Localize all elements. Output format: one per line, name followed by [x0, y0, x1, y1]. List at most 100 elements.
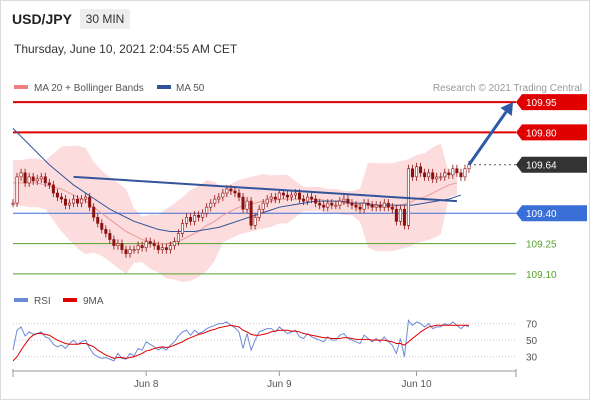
legend-ma50-swatch	[157, 85, 171, 89]
candle-body	[164, 247, 168, 250]
candle-body	[281, 192, 285, 196]
candle-body	[172, 241, 176, 246]
candle-body	[261, 202, 265, 210]
candle-body	[185, 216, 189, 224]
candle-body	[431, 172, 435, 180]
candle-body	[249, 200, 253, 226]
candle-body	[330, 202, 334, 206]
candle-body	[128, 249, 132, 254]
candle-body	[124, 249, 128, 254]
candle-body	[463, 168, 467, 178]
candle-body	[140, 245, 144, 248]
level-label-resistance: 109.80	[526, 128, 557, 139]
candle-body	[225, 188, 229, 194]
candle-body	[116, 243, 120, 246]
candle-body	[201, 212, 205, 218]
candle-body	[55, 192, 59, 198]
candle-body	[350, 202, 354, 206]
candle-body	[47, 182, 51, 186]
legend-rsi-ma-label: 9MA	[83, 296, 104, 307]
candle-body	[293, 192, 297, 196]
candle-body	[241, 196, 245, 210]
candle-body	[358, 206, 362, 210]
symbol-title: USD/JPY	[12, 11, 72, 27]
level-tag-support	[516, 205, 587, 222]
level-label-resistance: 109.95	[526, 98, 557, 109]
candle-body	[423, 172, 427, 178]
candle-body	[31, 176, 35, 182]
candle-body	[51, 184, 55, 194]
candle-body	[354, 204, 358, 208]
candle-body	[19, 172, 23, 178]
candle-body	[148, 241, 152, 244]
candle-body	[285, 194, 289, 198]
candle-body	[136, 245, 140, 250]
level-label-last: 109.64	[526, 161, 557, 172]
rsi-tick-label: 30	[526, 353, 538, 364]
bollinger-band	[13, 143, 457, 282]
candle-body	[362, 202, 366, 210]
candle-body	[277, 192, 281, 200]
candle-body	[205, 206, 209, 214]
candle-body	[382, 202, 386, 208]
candle-body	[415, 166, 419, 178]
candle-body	[310, 196, 314, 200]
candle-body	[390, 206, 394, 210]
candle-body	[72, 198, 76, 204]
candle-body	[80, 198, 84, 204]
candle-body	[338, 200, 342, 206]
candle-body	[63, 198, 67, 206]
candle-body	[43, 176, 47, 184]
candle-body	[451, 168, 455, 176]
legend-rsi-swatch	[14, 298, 28, 302]
candle-body	[213, 198, 217, 204]
candle-body	[233, 190, 237, 194]
candle-body	[298, 192, 302, 200]
candle-body	[88, 196, 92, 208]
candle-body	[100, 223, 104, 230]
candle-body	[322, 204, 326, 208]
forecast-arrow	[467, 111, 508, 166]
candle-body	[112, 239, 116, 246]
candle-body	[59, 196, 63, 200]
legend-ma20-label: MA 20 + Bollinger Bands	[34, 83, 144, 94]
level-tag-resistance	[516, 124, 587, 141]
candle-body	[467, 164, 471, 170]
candle-body	[370, 204, 374, 208]
candle-body	[23, 172, 27, 184]
candle-body	[168, 245, 172, 250]
candle-body	[108, 233, 112, 240]
candle-body	[27, 176, 31, 184]
candle-body	[209, 202, 213, 208]
candle-body	[314, 198, 318, 204]
chart-datetime: Thursday, June 10, 2021 2:04:55 AM CET	[14, 42, 238, 56]
legend-rsi-label: RSI	[34, 296, 51, 307]
timeframe-button[interactable]: 30 MIN	[80, 9, 130, 29]
candle-body	[269, 196, 273, 200]
candle-body	[104, 229, 108, 234]
legend-rsi-ma-swatch	[63, 298, 77, 302]
candle-body	[398, 208, 402, 222]
candle-body	[92, 206, 96, 218]
level-label-support: 109.40	[526, 209, 557, 220]
candle-body	[84, 196, 88, 200]
candle-body	[435, 176, 439, 180]
legend-ma20-swatch	[14, 85, 28, 89]
candle-body	[253, 216, 257, 226]
rsi-tick-label: 50	[526, 336, 538, 347]
candle-body	[346, 198, 350, 204]
candle-body	[193, 214, 197, 222]
candle-body	[318, 202, 322, 206]
candle-body	[76, 198, 80, 204]
legend-ma50-label: MA 50	[176, 83, 205, 94]
ma50-line	[12, 127, 462, 232]
x-tick-label: Jun 10	[402, 379, 432, 390]
candle-body	[67, 202, 72, 206]
candle-body	[257, 208, 261, 218]
level-tag-resistance	[516, 94, 587, 111]
level-tag-last	[516, 156, 587, 173]
x-tick-label: Jun 9	[267, 379, 292, 390]
candle-body	[459, 172, 463, 178]
